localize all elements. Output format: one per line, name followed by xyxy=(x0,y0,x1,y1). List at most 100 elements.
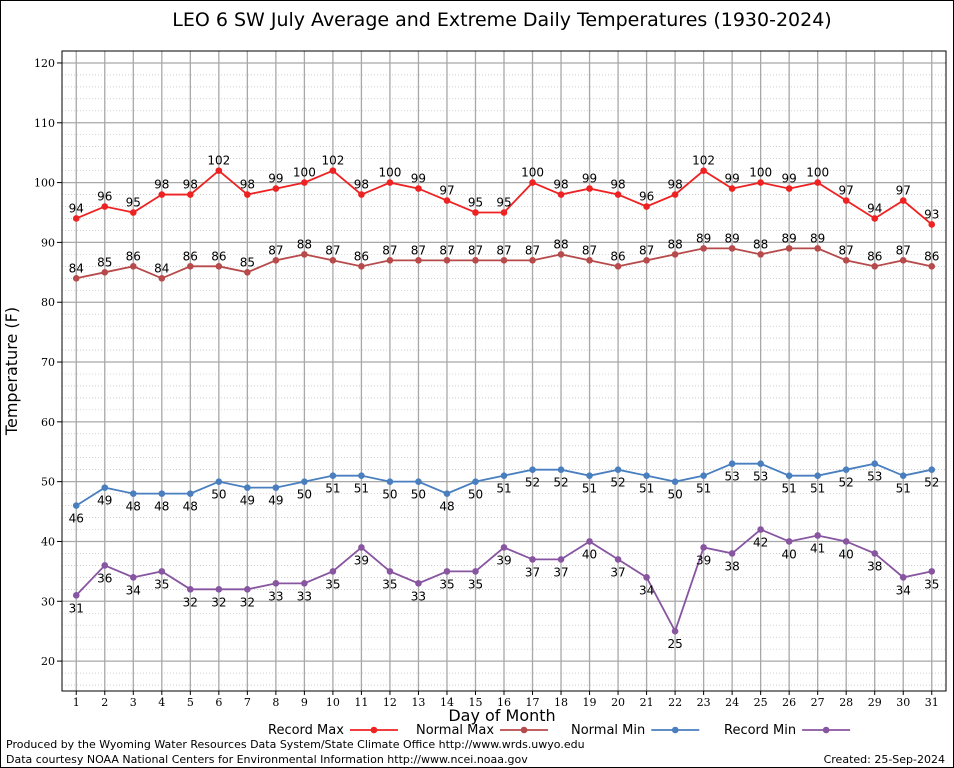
normal-max-point xyxy=(728,245,736,252)
record-max-data-label: 100 xyxy=(749,166,772,180)
record-max-point xyxy=(158,191,166,198)
normal-min-data-label: 53 xyxy=(867,470,882,484)
normal-max-point xyxy=(72,274,80,282)
normal-max-data-label: 89 xyxy=(810,231,825,245)
record-min-data-label: 38 xyxy=(724,559,739,573)
record-max-data-label: 94 xyxy=(69,201,84,215)
record-max-data-label: 100 xyxy=(378,166,401,180)
normal-min-point xyxy=(757,460,764,468)
record-max-point xyxy=(757,179,764,186)
record-max-data-label: 97 xyxy=(439,184,454,198)
record-max-data-label: 97 xyxy=(896,184,911,198)
record-max-point xyxy=(272,185,280,192)
record-min-data-label: 35 xyxy=(468,577,483,591)
record-min-data-label: 35 xyxy=(382,577,397,591)
record-min-data-label: 25 xyxy=(667,637,682,651)
record-min-data-label: 33 xyxy=(411,589,426,603)
record-max-point xyxy=(386,179,394,186)
normal-min-point xyxy=(72,502,80,509)
record-min-point xyxy=(443,568,451,575)
x-tick-label: 5 xyxy=(187,696,194,709)
record-max-data-label: 97 xyxy=(839,184,854,198)
x-tick-label: 30 xyxy=(896,696,910,709)
record-max-data-label: 98 xyxy=(240,178,255,192)
record-min-point xyxy=(72,591,80,599)
record-min-data-label: 35 xyxy=(439,577,454,591)
normal-min-data-label: 49 xyxy=(97,494,112,508)
normal-max-point xyxy=(700,245,707,252)
record-min-point xyxy=(329,568,337,575)
record-max-data-label: 99 xyxy=(724,172,739,186)
record-min-data-label: 39 xyxy=(354,553,369,567)
normal-max-data-label: 87 xyxy=(468,243,483,257)
record-max-data-label: 99 xyxy=(268,172,283,186)
record-max-point xyxy=(842,197,850,204)
normal-max-data-label: 85 xyxy=(97,255,112,269)
record-min-point xyxy=(386,568,394,575)
normal-max-data-label: 87 xyxy=(325,243,340,257)
record-min-point xyxy=(842,538,850,545)
normal-max-data-label: 87 xyxy=(525,243,540,257)
record-max-point xyxy=(415,185,422,192)
record-min-data-label: 40 xyxy=(782,547,797,561)
normal-max-data-label: 86 xyxy=(610,249,625,263)
record-max-point xyxy=(244,191,251,198)
record-min-point xyxy=(215,586,223,593)
record-max-point xyxy=(72,215,80,222)
x-tick-label: 29 xyxy=(868,696,882,709)
normal-max-point xyxy=(272,257,280,264)
normal-min-data-label: 52 xyxy=(525,476,540,490)
x-tick-label: 6 xyxy=(215,696,222,709)
normal-max-point xyxy=(899,257,907,264)
record-min-point xyxy=(529,556,536,563)
x-tick-label: 15 xyxy=(468,696,482,709)
normal-max-data-label: 87 xyxy=(496,243,511,257)
record-min-data-label: 32 xyxy=(240,595,255,609)
normal-min-point xyxy=(928,466,936,473)
normal-min-point xyxy=(272,484,280,491)
normal-min-data-label: 51 xyxy=(496,482,511,496)
normal-min-point xyxy=(472,478,479,485)
record-min-data-label: 35 xyxy=(924,577,939,591)
normal-max-data-label: 89 xyxy=(782,231,797,245)
record-max-point xyxy=(472,209,479,216)
record-max-point xyxy=(301,179,308,186)
normal-min-data-label: 51 xyxy=(325,482,340,496)
record-max-data-label: 96 xyxy=(97,190,112,204)
normal-max-data-label: 84 xyxy=(69,261,84,275)
normal-min-point xyxy=(301,478,308,485)
normal-min-point xyxy=(557,466,565,473)
legend-label-normal-min: Normal Min xyxy=(571,723,645,738)
record-min-data-label: 34 xyxy=(126,583,141,597)
normal-max-data-label: 88 xyxy=(667,237,682,251)
record-min-data-label: 38 xyxy=(867,559,882,573)
normal-min-data-label: 51 xyxy=(810,482,825,496)
grid xyxy=(62,50,946,691)
normal-min-data-label: 50 xyxy=(297,488,312,502)
series-group xyxy=(72,167,936,635)
x-axis-title: Day of Month xyxy=(448,706,555,725)
normal-max-point xyxy=(529,257,536,264)
normal-max-point xyxy=(500,257,508,264)
x-tick-label: 28 xyxy=(839,696,853,709)
normal-min-data-label: 51 xyxy=(582,482,597,496)
record-max-data-label: 99 xyxy=(582,172,597,186)
record-max-data-label: 98 xyxy=(553,178,568,192)
normal-min-data-label: 52 xyxy=(553,476,568,490)
normal-min-point xyxy=(814,472,821,479)
record-min-point xyxy=(928,568,936,575)
normal-max-data-label: 86 xyxy=(924,249,939,263)
x-tick-label: 12 xyxy=(383,696,397,709)
normal-max-data-label: 87 xyxy=(411,243,426,257)
normal-max-point xyxy=(871,263,879,270)
y-tick-label: 80 xyxy=(41,296,55,309)
record-min-point xyxy=(301,580,308,587)
normal-max-point xyxy=(215,263,223,270)
x-tick-label: 14 xyxy=(440,696,454,709)
record-min-data-label: 40 xyxy=(839,547,854,561)
x-tick-label: 31 xyxy=(925,696,939,709)
record-min-data-label: 32 xyxy=(183,595,198,609)
normal-max-point xyxy=(244,269,251,276)
